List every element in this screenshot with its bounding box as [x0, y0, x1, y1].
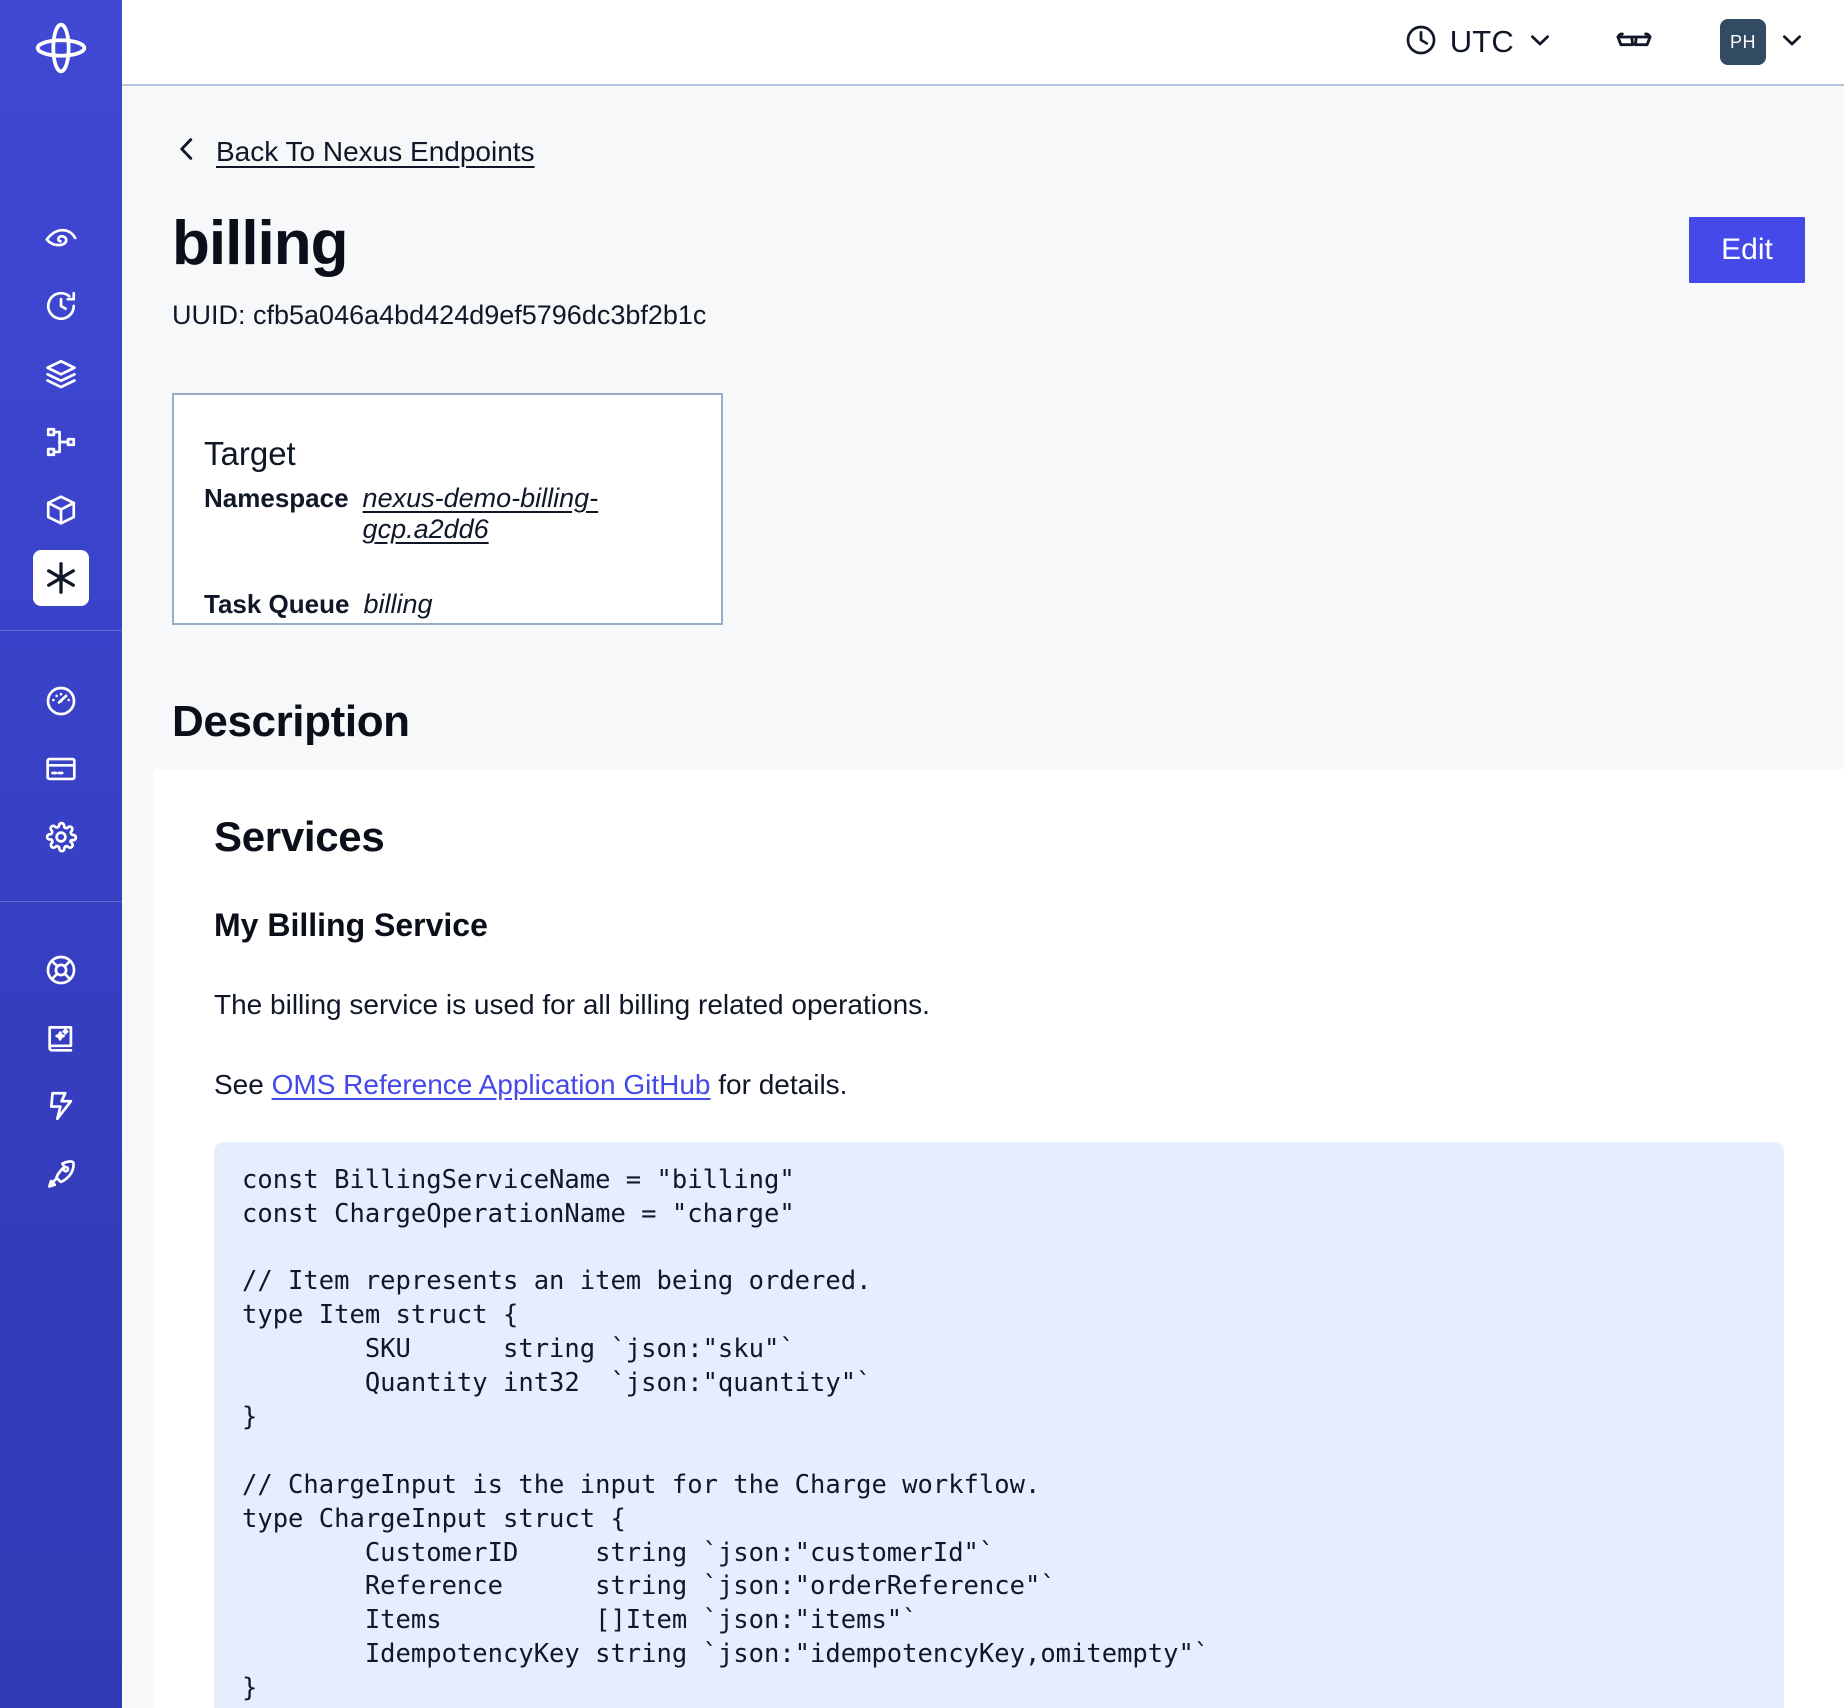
sidebar-item-docs[interactable] — [33, 1010, 89, 1066]
sidebar-item-task-queues[interactable] — [33, 414, 89, 470]
edit-button[interactable]: Edit — [1689, 217, 1805, 283]
credit-card-icon — [44, 752, 78, 786]
oms-reference-link[interactable]: OMS Reference Application GitHub — [271, 1068, 711, 1100]
glasses-icon — [1614, 20, 1654, 65]
sidebar-item-quick-start[interactable] — [33, 1078, 89, 1134]
namespace-link[interactable]: nexus-demo-billing-gcp.a2dd6 — [362, 483, 599, 544]
gear-icon — [44, 820, 78, 854]
reading-mode-button[interactable] — [1614, 20, 1654, 65]
description-panel: Services My Billing Service The billing … — [154, 769, 1844, 1708]
lightning-icon — [44, 1089, 78, 1123]
gauge-icon — [44, 684, 78, 718]
sidebar-divider-1 — [0, 630, 122, 631]
markdown-see-line: See OMS Reference Application GitHub for… — [214, 1066, 1784, 1104]
back-link-label: Back To Nexus Endpoints — [216, 135, 535, 167]
hierarchy-icon — [44, 425, 78, 459]
chevron-down-icon — [1778, 26, 1806, 59]
layers-icon — [44, 357, 78, 391]
eye-icon — [44, 221, 78, 255]
main-content: Back To Nexus Endpoints billing Edit UUI… — [122, 86, 1844, 1708]
back-link[interactable]: Back To Nexus Endpoints — [172, 134, 535, 169]
target-heading: Target — [204, 435, 296, 472]
description-heading: Description — [172, 697, 410, 746]
markdown-service-name: My Billing Service — [214, 907, 488, 943]
markdown-paragraph: The billing service is used for all bill… — [214, 989, 930, 1020]
sidebar-item-recent-workflows[interactable] — [33, 210, 89, 266]
page-title: billing — [172, 209, 349, 278]
sidebar-divider-2 — [0, 901, 122, 902]
target-namespace-row: Namespace nexus-demo-billing-gcp.a2dd6 — [204, 483, 721, 545]
markdown-services-heading: Services — [214, 813, 385, 860]
sidebar-item-whats-new[interactable] — [33, 1146, 89, 1202]
sidebar-group-primary — [0, 100, 122, 630]
sidebar-item-settings[interactable] — [33, 809, 89, 865]
sidebar-item-support[interactable] — [33, 942, 89, 998]
rocket-icon — [44, 1157, 78, 1191]
app-logo[interactable] — [0, 0, 122, 100]
target-task-queue-row: Task Queue billing — [204, 589, 721, 620]
lifebuoy-icon — [44, 953, 78, 987]
chevron-down-icon — [1526, 26, 1554, 59]
temporal-logo-icon — [33, 20, 89, 81]
avatar: PH — [1720, 19, 1766, 65]
cube-icon — [44, 493, 78, 527]
asterisk-icon — [43, 560, 79, 596]
see-prefix: See — [214, 1068, 272, 1100]
user-menu[interactable]: PH — [1720, 19, 1806, 65]
sidebar-item-billing[interactable] — [33, 741, 89, 797]
content-wrapper: Back To Nexus Endpoints billing Edit UUI… — [122, 86, 1844, 1708]
task-queue-label: Task Queue — [204, 589, 350, 619]
target-card: Target Namespace nexus-demo-billing-gcp.… — [172, 393, 723, 625]
namespace-label: Namespace — [204, 483, 349, 513]
sidebar-item-deployments[interactable] — [33, 482, 89, 538]
clock-history-icon — [44, 289, 78, 323]
book-sparkle-icon — [44, 1021, 78, 1055]
chevron-left-icon — [172, 134, 202, 169]
title-row: billing Edit — [172, 211, 1805, 283]
timezone-label: UTC — [1449, 24, 1514, 59]
task-queue-value: billing — [363, 589, 433, 619]
right-pane: UTC PH — [122, 0, 1844, 1708]
timezone-selector[interactable]: UTC — [1404, 23, 1554, 62]
sidebar-item-nexus[interactable] — [33, 550, 89, 606]
sidebar-group-secondary — [0, 631, 122, 901]
sidebar-group-tertiary — [0, 902, 122, 1208]
sidebar — [0, 0, 122, 1708]
code-block: const BillingServiceName = "billing" con… — [214, 1141, 1784, 1708]
sidebar-item-schedules[interactable] — [33, 278, 89, 334]
see-suffix: for details. — [710, 1068, 848, 1100]
sidebar-item-usage[interactable] — [33, 673, 89, 729]
clock-icon — [1404, 23, 1438, 62]
sidebar-item-batch-operations[interactable] — [33, 346, 89, 402]
top-header: UTC PH — [122, 0, 1844, 86]
uuid-text: UUID: cfb5a046a4bd424d9ef5796dc3bf2b1c — [172, 300, 707, 330]
